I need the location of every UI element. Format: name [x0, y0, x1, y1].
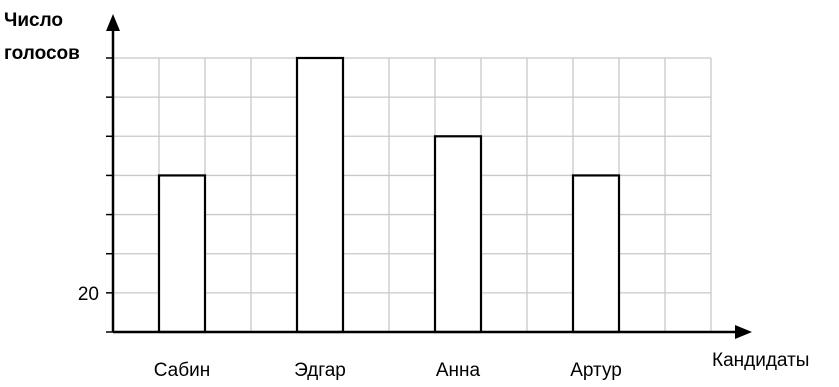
- category-labels: Сабин Эдгар Анна Артур: [154, 360, 622, 381]
- category-label: Анна: [436, 360, 481, 381]
- bar-2: [295, 56, 345, 334]
- x-axis-arrow: [735, 325, 752, 339]
- y-axis-arrow: [106, 14, 120, 31]
- bars: [157, 56, 621, 334]
- bar-4: [571, 174, 621, 334]
- y-axis-title-line-2: голосов: [4, 43, 80, 64]
- y-tick-labels: 20: [78, 284, 99, 305]
- bar-1: [157, 174, 207, 334]
- y-tick-label: 20: [78, 284, 99, 305]
- bar-3: [433, 135, 483, 334]
- category-label: Сабин: [154, 360, 211, 381]
- category-label: Артур: [570, 360, 622, 381]
- axes: [106, 14, 752, 339]
- y-axis-title-line-1: Число: [4, 10, 63, 31]
- category-label: Эдгар: [294, 360, 346, 381]
- x-axis-title: Кандидаты: [712, 350, 809, 371]
